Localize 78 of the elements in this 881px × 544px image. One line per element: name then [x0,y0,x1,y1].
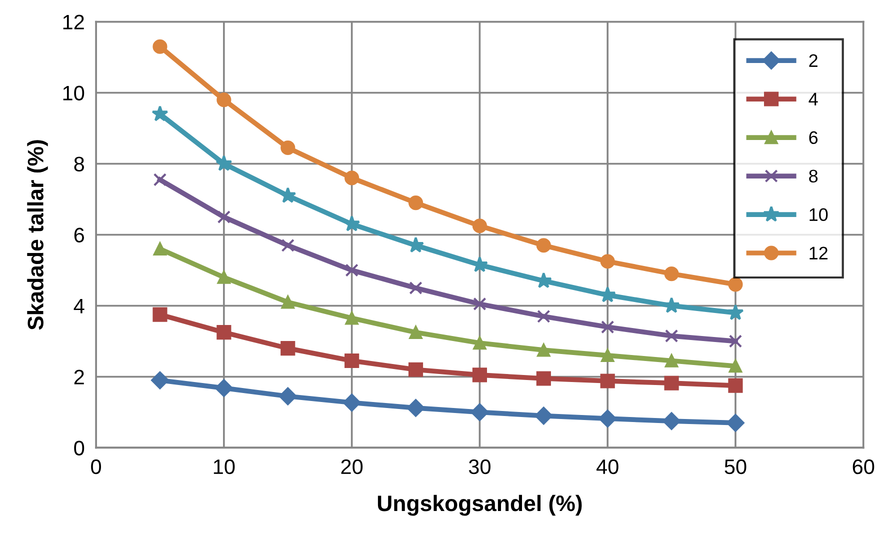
point [152,307,168,322]
point [216,155,232,171]
y-tick-label: 0 [74,440,84,456]
point [217,270,231,284]
point [600,374,615,388]
point [664,376,679,390]
point [153,173,167,186]
y-tick-label: 4 [74,298,84,314]
point [600,254,615,269]
point [728,277,743,292]
x-tick-label: 60 [852,459,874,474]
legend-label: 6 [809,131,818,144]
point [728,378,743,393]
point [727,304,744,320]
point [342,394,361,412]
legend-label: 12 [810,246,828,260]
y-tick-label: 2 [74,370,84,384]
point [664,354,678,368]
point [534,406,553,425]
point [728,359,742,373]
legend-label: 4 [808,92,818,106]
legend-label: 10 [810,208,828,222]
point [537,344,550,357]
x-axis-title: Ungskogsandel (%) [378,494,582,516]
point [408,195,424,210]
point [408,362,424,377]
point [664,266,679,282]
point [151,371,169,390]
x-tick-label: 10 [214,459,235,474]
point [473,297,486,311]
legend-label: 2 [809,54,818,67]
point [409,326,422,339]
x-tick-label: 40 [596,459,618,474]
point [152,39,168,54]
point [281,296,294,309]
legend-label: 8 [809,170,818,183]
point [281,238,294,252]
point [409,281,422,295]
y-tick-label: 6 [74,228,84,242]
point [598,410,616,428]
point [344,353,360,368]
point [278,387,297,406]
point [662,412,680,430]
point [280,140,296,156]
point [664,329,678,342]
point [344,170,360,186]
y-tick-label: 12 [63,14,84,30]
point [280,187,296,203]
point [152,105,168,122]
point [217,210,231,224]
point [216,325,232,340]
point [345,312,358,325]
y-axis-title: Skadade tallar (%) [27,140,48,330]
x-tick-label: 0 [91,459,102,474]
point [472,218,487,234]
point [345,264,358,277]
point [663,297,680,313]
x-tick-label: 50 [724,459,746,474]
point [537,310,550,323]
point [470,403,489,422]
point [216,92,232,108]
point [600,320,614,334]
point [728,334,742,348]
x-tick-label: 20 [341,459,363,474]
point [473,336,486,350]
y-tick-label: 10 [63,86,84,101]
point [726,414,744,432]
point [472,368,487,382]
point [406,399,425,417]
point [153,242,167,256]
point [536,371,551,386]
point [280,341,296,356]
x-tick-label: 30 [468,459,490,474]
y-tick-label: 8 [74,156,84,172]
point [600,348,614,362]
point [344,215,360,232]
point [536,238,551,253]
point [215,379,233,397]
